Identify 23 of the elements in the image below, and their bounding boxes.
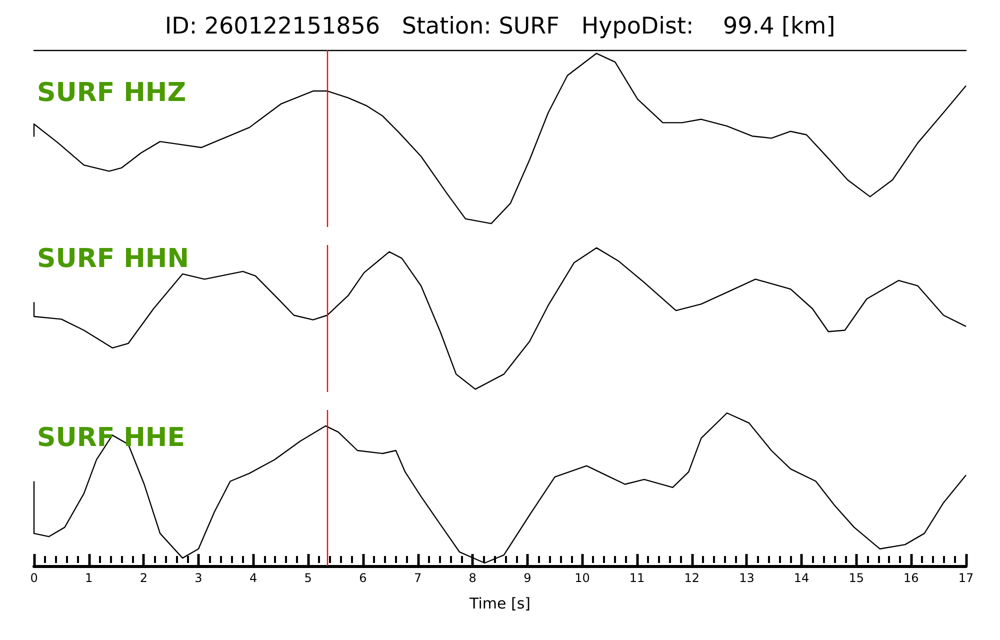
x-tick-label: 0 bbox=[30, 571, 38, 585]
x-tick-label: 2 bbox=[140, 571, 148, 585]
x-tick-label: 15 bbox=[848, 571, 864, 585]
annotation: SURF HHE bbox=[37, 423, 185, 453]
x-tick-label: 9 bbox=[524, 571, 532, 585]
x-tick-label: 14 bbox=[794, 571, 810, 585]
x-tick-label: 16 bbox=[904, 571, 919, 585]
x-tick-label: 13 bbox=[739, 571, 754, 585]
annotation: SURF HHZ bbox=[37, 78, 186, 108]
x-tick-label: 1 bbox=[85, 571, 93, 585]
x-axis-title: Time [s] bbox=[468, 594, 530, 612]
x-tick-label: 8 bbox=[468, 571, 476, 585]
annotation: SURF HHN bbox=[37, 244, 189, 274]
x-tick-label: 3 bbox=[194, 571, 202, 585]
x-tick-label: 6 bbox=[359, 571, 367, 585]
x-tick-label: 17 bbox=[958, 571, 974, 585]
x-tick-label: 11 bbox=[629, 571, 645, 585]
chart-title: ID: 260122151856 Station: SURF HypoDist: 99.4 [km] bbox=[164, 14, 836, 40]
x-tick-label: 4 bbox=[249, 571, 258, 585]
x-tick-label: 12 bbox=[684, 571, 700, 585]
x-tick-label: 10 bbox=[574, 571, 590, 585]
x-tick-label: 5 bbox=[304, 571, 312, 585]
x-tick-label: 7 bbox=[414, 571, 422, 585]
